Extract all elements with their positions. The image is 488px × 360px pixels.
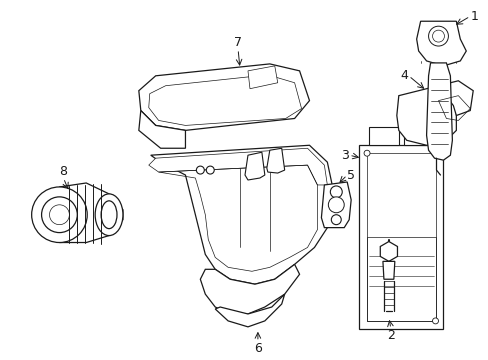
Text: 8: 8 (59, 165, 67, 178)
Circle shape (331, 215, 341, 225)
Polygon shape (358, 145, 443, 329)
Text: 3: 3 (341, 149, 348, 162)
Polygon shape (403, 130, 433, 145)
Ellipse shape (95, 194, 122, 235)
Polygon shape (266, 148, 284, 173)
Polygon shape (148, 148, 326, 185)
Polygon shape (426, 63, 451, 160)
Polygon shape (247, 66, 277, 89)
Polygon shape (438, 81, 472, 116)
Circle shape (364, 150, 369, 156)
Polygon shape (382, 261, 394, 279)
Polygon shape (416, 21, 466, 66)
Polygon shape (139, 111, 185, 148)
Circle shape (432, 318, 438, 324)
Circle shape (327, 197, 344, 213)
Circle shape (330, 186, 342, 198)
Text: 1: 1 (469, 10, 477, 23)
Circle shape (427, 26, 447, 46)
Text: 7: 7 (234, 36, 242, 49)
Text: 5: 5 (346, 168, 354, 181)
Polygon shape (60, 183, 122, 243)
Polygon shape (150, 145, 334, 284)
Polygon shape (139, 64, 309, 130)
Ellipse shape (101, 201, 117, 229)
Text: 6: 6 (253, 342, 261, 355)
Polygon shape (396, 86, 455, 145)
Circle shape (32, 187, 87, 243)
Circle shape (49, 205, 69, 225)
Polygon shape (215, 294, 284, 327)
Polygon shape (368, 127, 398, 145)
Polygon shape (380, 242, 397, 261)
Polygon shape (321, 182, 350, 228)
Polygon shape (244, 152, 264, 180)
Polygon shape (200, 264, 299, 314)
Text: 4: 4 (400, 69, 408, 82)
Circle shape (206, 166, 214, 174)
Circle shape (196, 166, 204, 174)
Text: 2: 2 (386, 329, 394, 342)
Circle shape (41, 197, 77, 233)
Circle shape (432, 30, 444, 42)
